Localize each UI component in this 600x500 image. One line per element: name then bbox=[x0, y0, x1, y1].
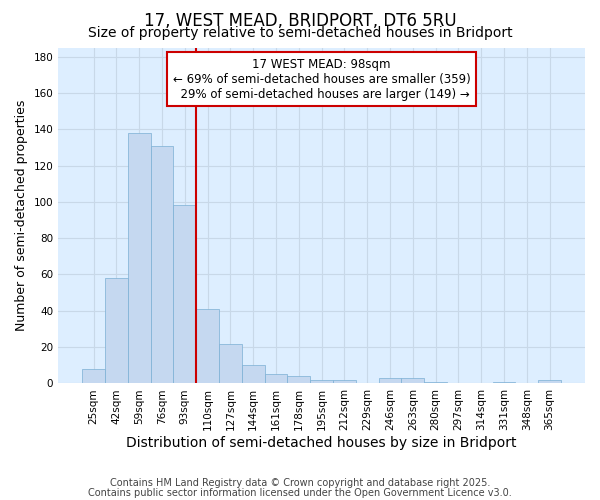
Bar bbox=[196, 309, 219, 384]
Bar bbox=[379, 378, 401, 384]
Bar bbox=[538, 380, 561, 384]
Text: 17 WEST MEAD: 98sqm
← 69% of semi-detached houses are smaller (359)
  29% of sem: 17 WEST MEAD: 98sqm ← 69% of semi-detach… bbox=[173, 58, 470, 100]
Bar bbox=[493, 382, 515, 384]
Bar bbox=[424, 382, 447, 384]
Text: Contains public sector information licensed under the Open Government Licence v3: Contains public sector information licen… bbox=[88, 488, 512, 498]
Bar bbox=[151, 146, 173, 384]
Bar bbox=[105, 278, 128, 384]
Bar bbox=[82, 369, 105, 384]
Bar bbox=[219, 344, 242, 384]
Y-axis label: Number of semi-detached properties: Number of semi-detached properties bbox=[15, 100, 28, 331]
Bar bbox=[265, 374, 287, 384]
Text: Size of property relative to semi-detached houses in Bridport: Size of property relative to semi-detach… bbox=[88, 26, 512, 40]
Text: Contains HM Land Registry data © Crown copyright and database right 2025.: Contains HM Land Registry data © Crown c… bbox=[110, 478, 490, 488]
Bar bbox=[128, 133, 151, 384]
Bar bbox=[401, 378, 424, 384]
Bar bbox=[242, 366, 265, 384]
Bar bbox=[287, 376, 310, 384]
X-axis label: Distribution of semi-detached houses by size in Bridport: Distribution of semi-detached houses by … bbox=[127, 436, 517, 450]
Bar bbox=[333, 380, 356, 384]
Bar bbox=[173, 206, 196, 384]
Text: 17, WEST MEAD, BRIDPORT, DT6 5RU: 17, WEST MEAD, BRIDPORT, DT6 5RU bbox=[143, 12, 457, 30]
Bar bbox=[310, 380, 333, 384]
